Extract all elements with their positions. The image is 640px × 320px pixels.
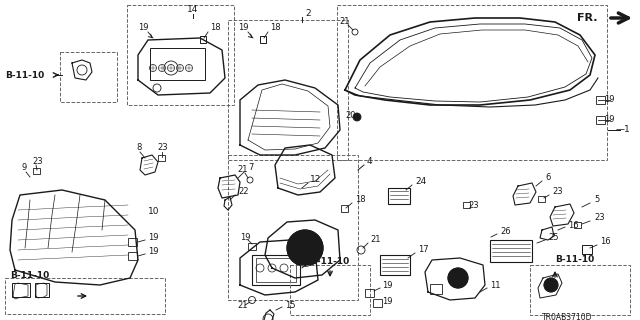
Bar [33,168,40,174]
Text: B-11-10: B-11-10 [10,270,49,279]
Text: 17: 17 [418,245,429,254]
Bar [158,155,165,161]
Bar [490,240,532,262]
Bar [596,96,605,104]
Bar [60,52,117,102]
Text: 19: 19 [238,23,248,33]
Text: 2: 2 [305,10,310,19]
Bar [228,20,348,160]
Text: 16: 16 [600,237,611,246]
Text: 18: 18 [270,23,280,33]
Bar [388,188,410,204]
Text: 19: 19 [382,281,392,290]
Text: 18: 18 [355,196,365,204]
Text: 19: 19 [604,116,614,124]
Text: 21: 21 [339,18,349,27]
Circle shape [353,113,361,121]
Bar [35,283,49,297]
Bar [596,116,605,124]
Bar [337,5,607,160]
Bar [574,222,581,228]
Circle shape [287,230,323,266]
Text: 8: 8 [136,143,141,153]
Text: 14: 14 [188,5,198,14]
Bar [248,243,256,250]
Bar [260,36,266,43]
Text: —1: —1 [616,125,631,134]
Text: B-11-10: B-11-10 [310,258,349,267]
Text: B-11-10: B-11-10 [555,255,595,265]
Text: 25: 25 [548,234,559,243]
Text: 11: 11 [490,282,500,291]
Bar [290,265,370,315]
Bar [341,205,348,212]
Bar [530,265,630,315]
Text: 19: 19 [148,247,159,257]
Text: 24: 24 [415,178,426,187]
Text: 7: 7 [248,164,253,172]
Text: 13: 13 [310,255,321,265]
Text: 16: 16 [568,220,579,229]
Text: 21: 21 [237,300,248,309]
Text: 23: 23 [157,143,168,153]
Bar [5,278,165,314]
Text: 26: 26 [500,228,511,236]
Text: 6: 6 [545,173,550,182]
Text: 23: 23 [552,188,563,196]
Bar [463,202,470,208]
Bar [228,155,358,300]
Text: 12: 12 [310,175,321,185]
Bar [373,299,382,307]
Text: 19: 19 [148,234,159,243]
Text: 10: 10 [148,207,159,217]
Circle shape [544,278,558,292]
Bar [12,283,30,297]
Text: 23: 23 [594,213,605,222]
Text: B-11-10: B-11-10 [5,70,44,79]
Bar [582,245,592,254]
Bar [252,255,300,285]
Text: 21: 21 [237,165,248,174]
Text: 21: 21 [370,236,381,244]
Bar [128,238,137,246]
Text: 19: 19 [240,234,250,243]
Text: 4: 4 [367,157,372,166]
Text: TR0AB3710D: TR0AB3710D [542,313,593,320]
Text: 19: 19 [138,23,148,33]
Bar [430,284,442,294]
Text: 20: 20 [345,110,355,119]
Bar [380,255,410,275]
Bar [150,48,205,80]
Bar [127,5,234,105]
Text: 18: 18 [210,23,221,33]
Bar [200,36,206,43]
Text: 5: 5 [594,196,599,204]
Circle shape [448,268,468,288]
Bar [365,289,374,297]
Bar [128,252,137,260]
Text: 22: 22 [238,188,248,196]
Text: 9: 9 [22,164,28,172]
Bar [538,196,545,202]
Text: 23: 23 [468,201,479,210]
Bar [256,258,296,282]
Text: FR.: FR. [577,13,598,23]
Text: 19: 19 [604,95,614,105]
Text: 19: 19 [382,298,392,307]
Text: 23: 23 [32,157,43,166]
Text: 15: 15 [285,300,296,309]
